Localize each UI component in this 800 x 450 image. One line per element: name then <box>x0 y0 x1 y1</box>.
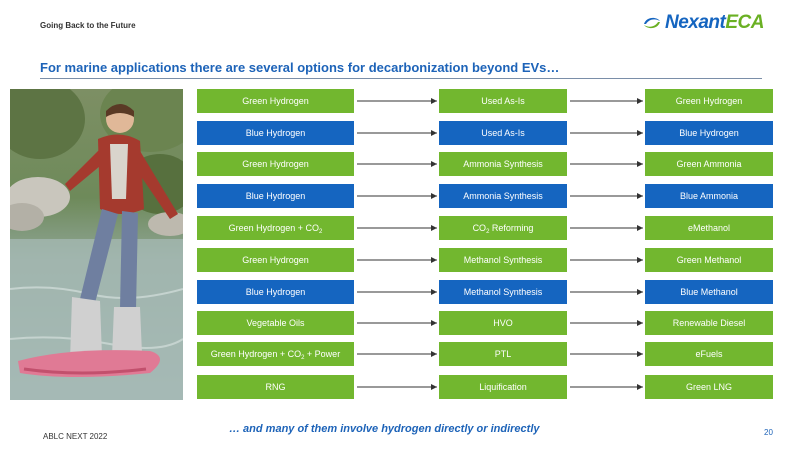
source-label: Green Hydrogen + CO2 <box>228 223 323 235</box>
process-label: Used As-Is <box>481 128 525 138</box>
process-box: Liquification <box>439 375 567 399</box>
product-box: Green Methanol <box>645 248 773 272</box>
product-box: Green LNG <box>645 375 773 399</box>
process-box: HVO <box>439 311 567 335</box>
product-box: eMethanol <box>645 216 773 240</box>
process-box: Ammonia Synthesis <box>439 152 567 176</box>
process-label: Methanol Synthesis <box>463 255 543 265</box>
process-box: Used As-Is <box>439 121 567 145</box>
source-box: Green Hydrogen <box>197 248 354 272</box>
process-box: Methanol Synthesis <box>439 280 567 304</box>
nexant-swirl-icon <box>644 17 660 29</box>
process-label: Ammonia Synthesis <box>463 191 543 201</box>
process-box: CO2 Reforming <box>439 216 567 240</box>
source-label: Green Hydrogen <box>242 255 309 265</box>
product-box: Blue Methanol <box>645 280 773 304</box>
source-label: Green Hydrogen + CO2 + Power <box>210 349 341 361</box>
source-label: RNG <box>265 382 286 392</box>
product-label: Green Ammonia <box>676 159 742 169</box>
product-label: Green Methanol <box>676 255 742 265</box>
footer-event-label: ABLC NEXT 2022 <box>43 432 108 441</box>
product-label: eFuels <box>695 349 723 359</box>
slide-title: For marine applications there are severa… <box>40 60 560 75</box>
product-label: Green Hydrogen <box>675 96 743 106</box>
source-label: Green Hydrogen <box>242 159 309 169</box>
product-box: Green Hydrogen <box>645 89 773 113</box>
product-label: eMethanol <box>687 223 731 233</box>
process-label: Ammonia Synthesis <box>463 159 543 169</box>
process-box: Methanol Synthesis <box>439 248 567 272</box>
product-box: Blue Ammonia <box>645 184 773 208</box>
product-label: Green LNG <box>685 382 733 392</box>
source-box: Vegetable Oils <box>197 311 354 335</box>
source-box: Green Hydrogen + CO2 + Power <box>197 342 354 366</box>
section-label: Going Back to the Future <box>40 21 136 30</box>
source-box: RNG <box>197 375 354 399</box>
product-box: Blue Hydrogen <box>645 121 773 145</box>
source-box: Green Hydrogen <box>197 152 354 176</box>
hoverboard-photo <box>10 89 183 400</box>
nexant-eca-logo: NexantECA <box>642 10 764 36</box>
product-label: Blue Methanol <box>680 287 738 297</box>
product-box: eFuels <box>645 342 773 366</box>
process-label: Used As-Is <box>481 96 525 106</box>
source-label: Vegetable Oils <box>246 318 305 328</box>
process-box: Used As-Is <box>439 89 567 113</box>
process-label: CO2 Reforming <box>472 223 534 235</box>
source-label: Blue Hydrogen <box>245 287 306 297</box>
product-label: Renewable Diesel <box>672 318 746 328</box>
process-label: HVO <box>493 318 513 328</box>
source-label: Blue Hydrogen <box>245 191 306 201</box>
process-box: Ammonia Synthesis <box>439 184 567 208</box>
process-label: PTL <box>494 349 512 359</box>
source-box: Green Hydrogen + CO2 <box>197 216 354 240</box>
page-number: 20 <box>764 428 773 437</box>
product-box: Green Ammonia <box>645 152 773 176</box>
source-box: Blue Hydrogen <box>197 280 354 304</box>
source-box: Blue Hydrogen <box>197 121 354 145</box>
source-box: Blue Hydrogen <box>197 184 354 208</box>
source-label: Green Hydrogen <box>242 96 309 106</box>
product-box: Renewable Diesel <box>645 311 773 335</box>
process-box: PTL <box>439 342 567 366</box>
title-rule <box>40 78 762 79</box>
process-label: Methanol Synthesis <box>463 287 543 297</box>
logo-text: NexantECA <box>665 12 764 33</box>
source-box: Green Hydrogen <box>197 89 354 113</box>
source-label: Blue Hydrogen <box>245 128 306 138</box>
footer-note: … and many of them involve hydrogen dire… <box>229 423 540 435</box>
product-label: Blue Ammonia <box>679 191 739 201</box>
process-label: Liquification <box>479 382 527 392</box>
product-label: Blue Hydrogen <box>679 128 739 138</box>
